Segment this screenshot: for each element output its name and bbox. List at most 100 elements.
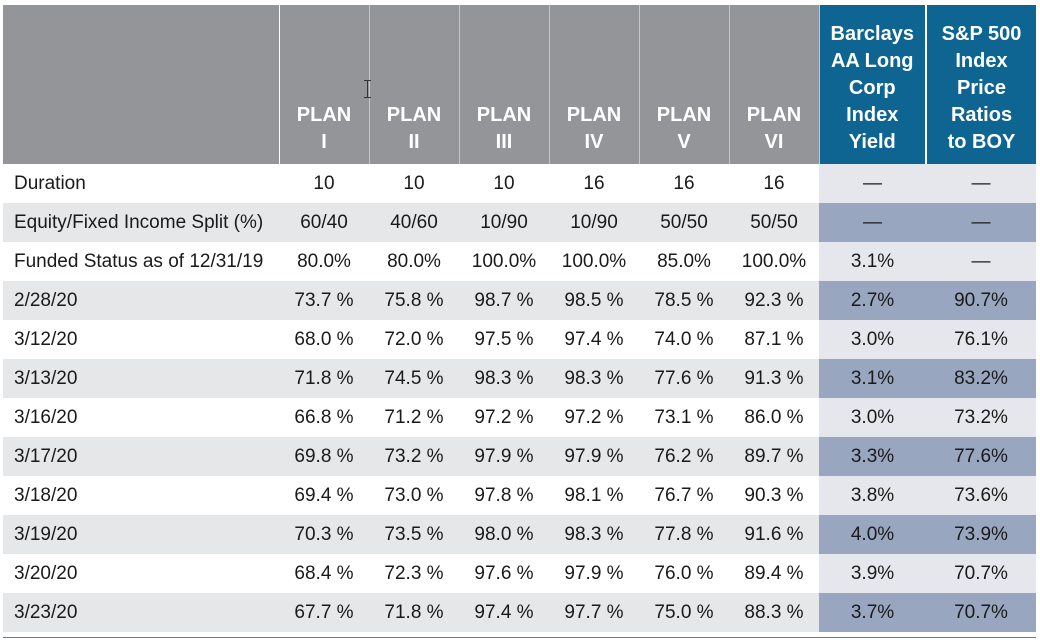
sp500-cell: —: [926, 203, 1036, 242]
table-row: 3/23/20 67.7 % 71.8 % 97.4 % 97.7 % 75.0 % 88.…: [3, 593, 1036, 632]
plan-1-cell: 68.4 %: [294, 562, 354, 584]
table-row: 3/17/20 69.8 % 73.2 % 97.9 % 97.9 % 76.2 % 89.…: [3, 437, 1036, 476]
plan-6-cell: 16: [763, 172, 785, 194]
row-label: 3/12/20: [14, 328, 78, 350]
plan-1-cell: 69.4 %: [294, 484, 354, 506]
plan-2-cell: 75.8 %: [369, 281, 459, 320]
plan-3-cell: 97.5 %: [474, 328, 534, 350]
table-row: 3/20/20 68.4 % 72.3 % 97.6 % 97.9 % 76.0 % 89.…: [3, 554, 1036, 593]
funded-status-table: PLAN I PLAN II PLAN III PLAN IV PLAN V PLAN VI…: [3, 5, 1036, 632]
sp500-cell: 70.7%: [926, 593, 1036, 632]
sp500-cell: 73.2%: [926, 398, 1036, 437]
plan-4-cell: 16: [583, 172, 605, 194]
plan-1-cell: 73.7 %: [279, 281, 369, 320]
header-plan-2: PLAN II: [369, 5, 460, 164]
plan-2-cell: 73.5 %: [369, 515, 459, 554]
sp500-cell: —: [926, 242, 1036, 281]
plan-2-cell: 74.5 %: [369, 359, 459, 398]
plan-3-cell: 98.0 %: [459, 515, 549, 554]
plan-5-cell: 50/50: [639, 203, 729, 242]
table-row: 3/18/20 69.4 % 73.0 % 97.8 % 98.1 % 76.7 % 90.…: [3, 476, 1036, 515]
plan-1-cell: 60/40: [279, 203, 369, 242]
plan-5-cell: 75.0 %: [639, 593, 729, 632]
yield-cell: 3.1%: [819, 359, 926, 398]
plan-1-cell: 80.0%: [297, 250, 351, 272]
yield-cell: 3.1%: [819, 242, 926, 281]
row-label: Duration: [14, 172, 86, 194]
sp500-cell: 90.7%: [926, 281, 1036, 320]
plan-6-cell: 87.1 %: [744, 328, 804, 350]
text-cursor-icon: [364, 80, 372, 98]
plan-2-cell: 40/60: [369, 203, 459, 242]
plan-2-cell: 80.0%: [387, 250, 441, 272]
plan-2-cell: 73.0 %: [384, 484, 444, 506]
plan-4-cell: 98.1 %: [564, 484, 624, 506]
plan-5-cell: 76.2 %: [639, 437, 729, 476]
sp500-cell: 73.6%: [926, 476, 1036, 515]
plan-1-cell: 70.3 %: [279, 515, 369, 554]
plan-4-cell: 97.9 %: [564, 562, 624, 584]
plan-5-cell: 16: [673, 172, 695, 194]
row-label: 3/19/20: [3, 515, 279, 554]
plan-6-cell: 88.3 %: [729, 593, 819, 632]
plan-1-cell: 71.8 %: [279, 359, 369, 398]
header-plan-4: PLAN IV: [549, 5, 640, 164]
yield-cell: —: [819, 164, 926, 203]
row-label: 3/18/20: [14, 484, 78, 506]
sp500-cell: 77.6%: [926, 437, 1036, 476]
plan-3-cell: 10/90: [459, 203, 549, 242]
plan-4-cell: 98.3 %: [549, 515, 639, 554]
table-row: 3/13/20 71.8 % 74.5 % 98.3 % 98.3 % 77.6 % 91.…: [3, 359, 1036, 398]
plan-6-cell: 100.0%: [741, 250, 807, 272]
header-yield: Barclays AA Long Corp Index Yield: [819, 5, 927, 164]
plan-6-cell: 89.4 %: [744, 562, 804, 584]
plan-5-cell: 74.0 %: [654, 328, 714, 350]
plan-4-cell: 100.0%: [561, 250, 627, 272]
plan-4-cell: 97.9 %: [549, 437, 639, 476]
plan-4-cell: 97.4 %: [564, 328, 624, 350]
plan-3-cell: 97.9 %: [459, 437, 549, 476]
plan-3-cell: 100.0%: [471, 250, 537, 272]
plan-6-cell: 89.7 %: [729, 437, 819, 476]
plan-3-cell: 97.6 %: [474, 562, 534, 584]
plan-5-cell: 76.7 %: [654, 484, 714, 506]
table-row: 3/19/20 70.3 % 73.5 % 98.0 % 98.3 % 77.8 % 91.…: [3, 515, 1036, 554]
header-plan-1: PLAN I: [279, 5, 370, 164]
plan-5-cell: 77.6 %: [639, 359, 729, 398]
sp500-cell: 70.7%: [926, 554, 1036, 593]
plan-1-cell: 67.7 %: [279, 593, 369, 632]
header-plan-3: PLAN III: [459, 5, 550, 164]
plan-2-cell: 72.3 %: [384, 562, 444, 584]
header-plan-5: PLAN V: [639, 5, 730, 164]
plan-6-cell: 50/50: [729, 203, 819, 242]
plan-3-cell: 97.4 %: [459, 593, 549, 632]
plan-5-cell: 73.1 %: [654, 406, 714, 428]
plan-5-cell: 76.0 %: [654, 562, 714, 584]
table-row: Duration 10 10 10 16 16 16 — —: [3, 164, 1036, 203]
plan-2-cell: 73.2 %: [369, 437, 459, 476]
table-row: Equity/Fixed Income Split (%) 60/40 40/60 1…: [3, 203, 1036, 242]
plan-5-cell: 85.0%: [657, 250, 711, 272]
row-label: 3/20/20: [14, 562, 78, 584]
row-label: 3/17/20: [3, 437, 279, 476]
header-row: PLAN I PLAN II PLAN III PLAN IV PLAN V PLAN VI…: [3, 5, 1036, 164]
yield-cell: 3.3%: [819, 437, 926, 476]
table-bottom-rule: [3, 637, 1036, 638]
row-label: 2/28/20: [3, 281, 279, 320]
plan-3-cell: 97.2 %: [474, 406, 534, 428]
plan-4-cell: 98.5 %: [549, 281, 639, 320]
table-row: 3/16/20 66.8 % 71.2 % 97.2 % 97.2 % 73.1 % 86.…: [3, 398, 1036, 437]
plan-2-cell: 72.0 %: [384, 328, 444, 350]
yield-cell: 3.7%: [819, 593, 926, 632]
header-plan-6: PLAN VI: [729, 5, 820, 164]
table-row: Funded Status as of 12/31/19 80.0% 80.0% 10…: [3, 242, 1036, 281]
plan-6-cell: 90.3 %: [744, 484, 804, 506]
plan-6-cell: 91.3 %: [729, 359, 819, 398]
plan-3-cell: 98.7 %: [459, 281, 549, 320]
plan-3-cell: 10: [493, 172, 515, 194]
yield-cell: 3.0%: [819, 398, 926, 437]
row-label: 3/16/20: [14, 406, 78, 428]
plan-2-cell: 71.8 %: [369, 593, 459, 632]
sp500-cell: 76.1%: [926, 320, 1036, 359]
